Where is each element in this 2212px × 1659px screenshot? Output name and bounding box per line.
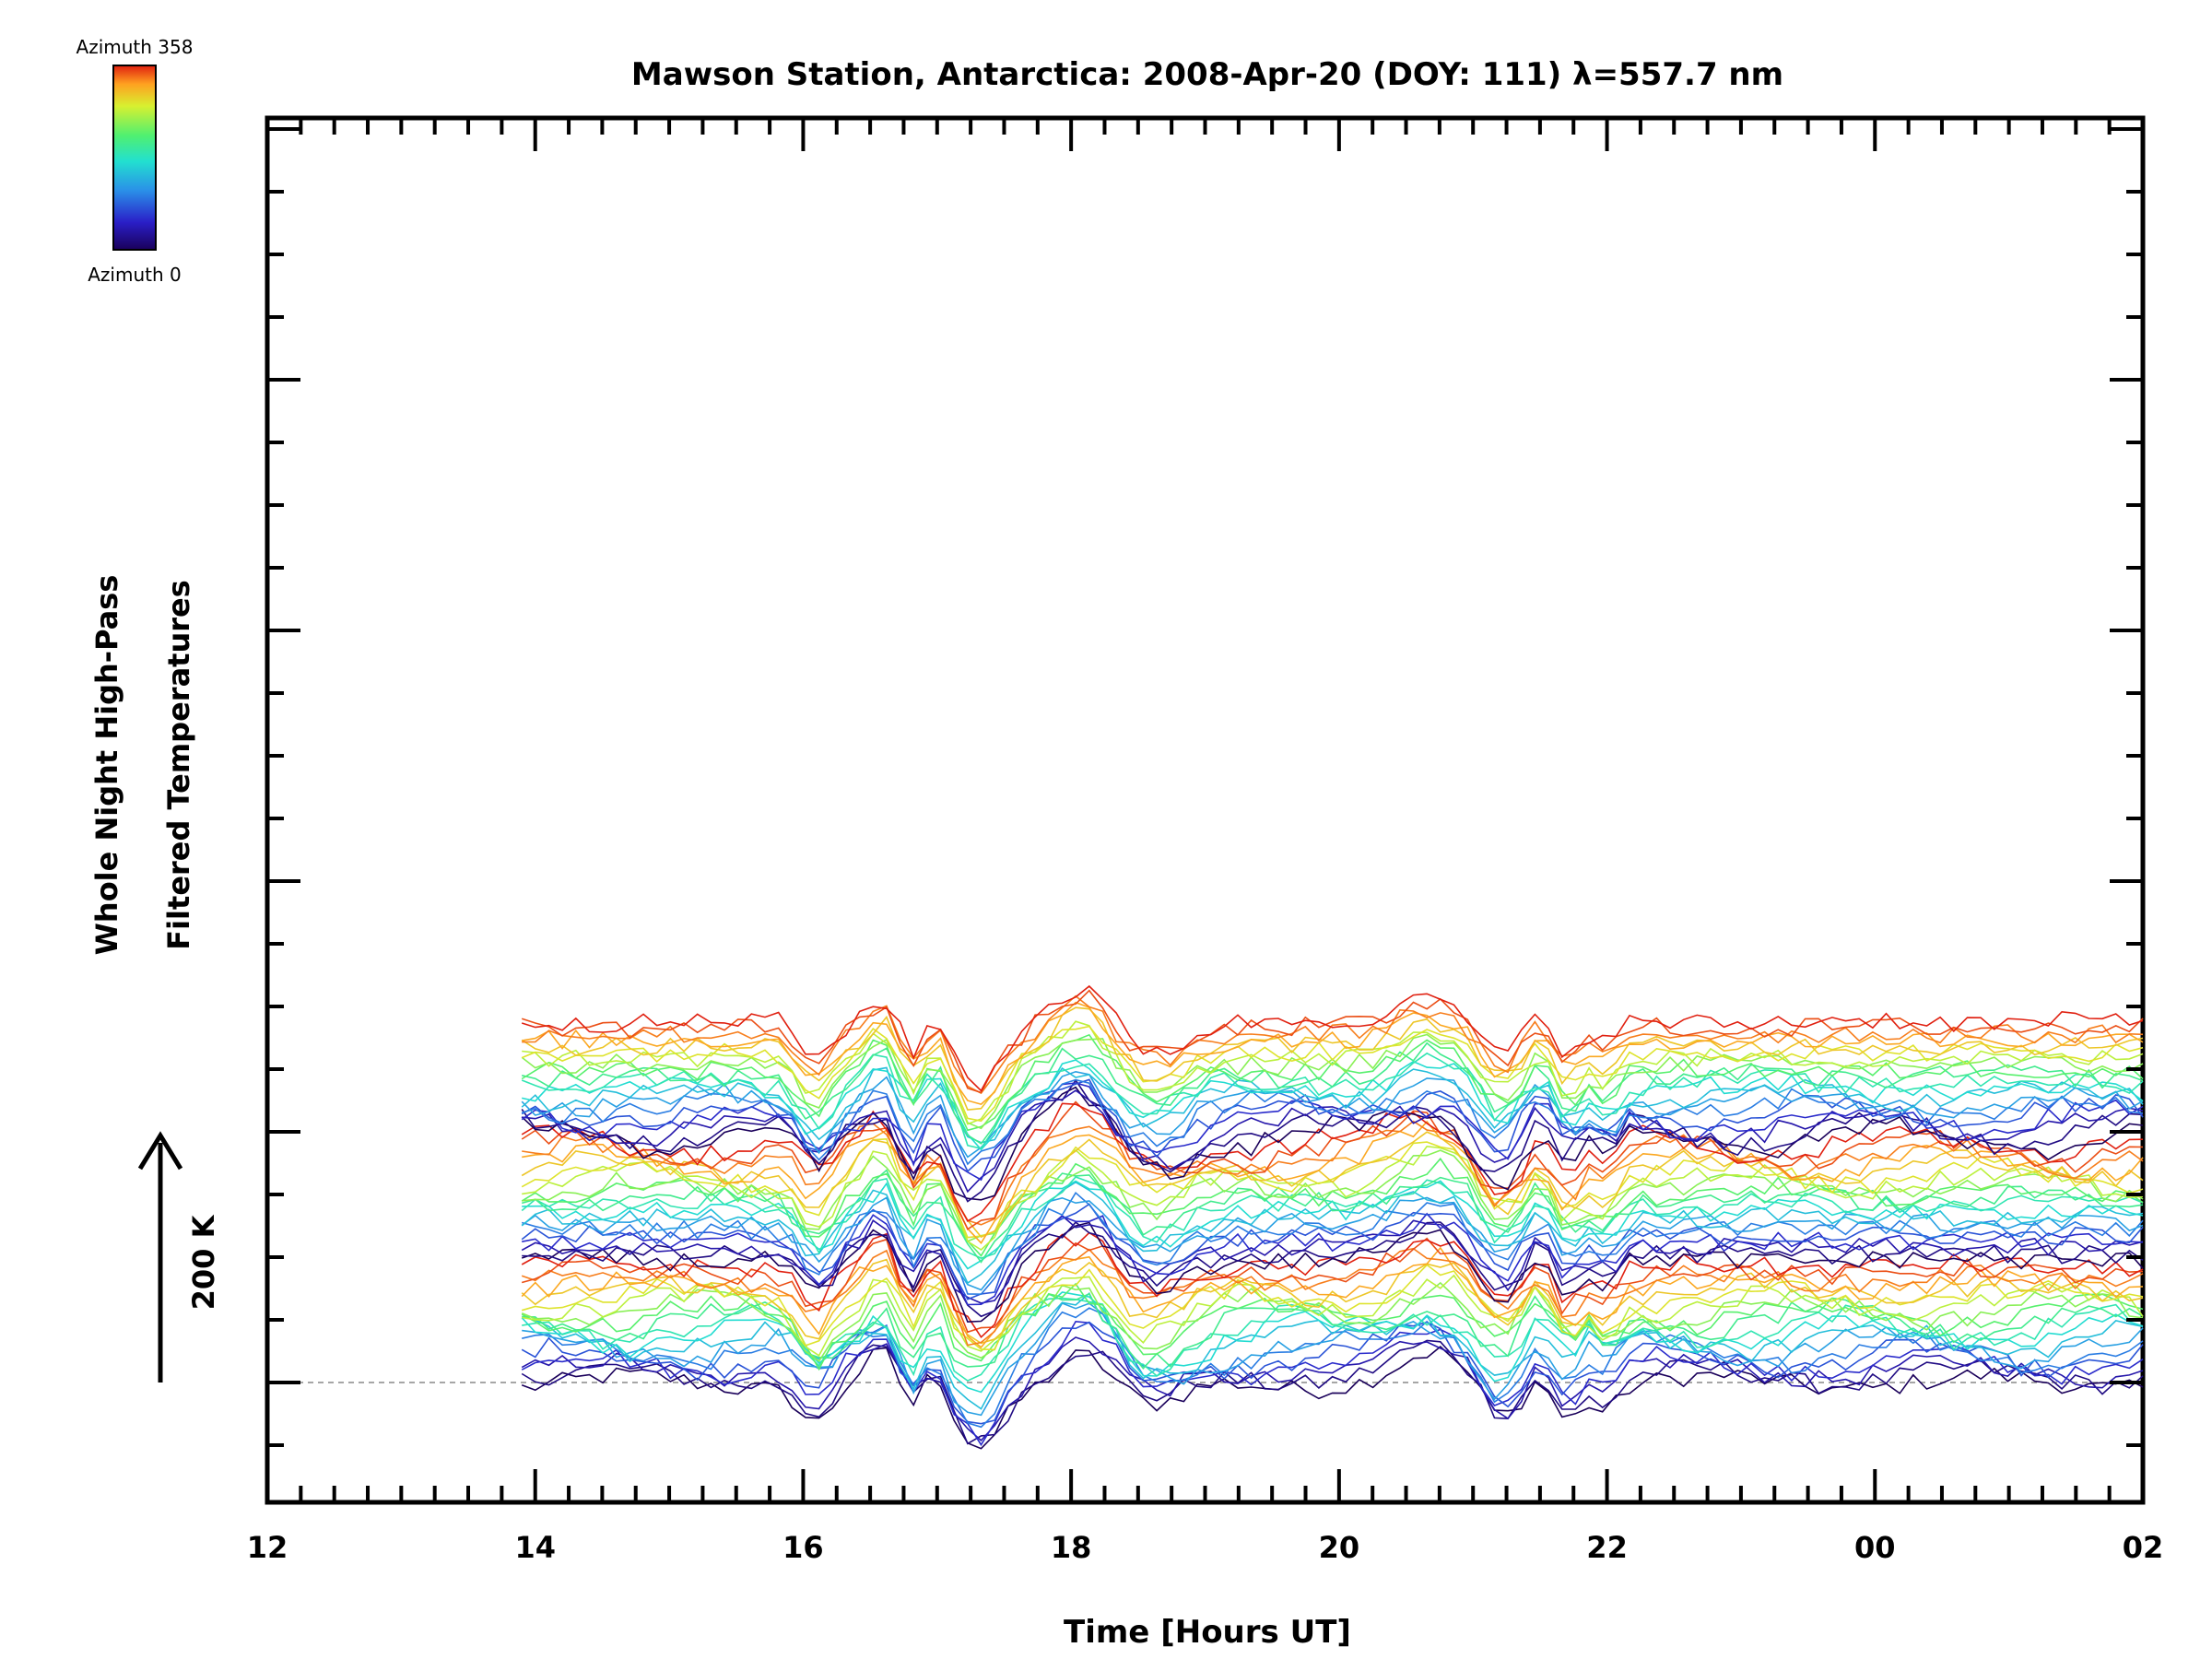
series-line: [521, 1157, 2144, 1257]
x-tick-labels: 12 14 16 18 20 22 00 02: [247, 1530, 2164, 1565]
x-tick-label: 18: [1051, 1530, 1092, 1565]
series-line: [521, 1346, 2144, 1450]
series-line: [521, 1246, 2144, 1349]
series-line: [521, 1102, 2144, 1223]
y-axis-label-line-2: Filtered Temperatures: [161, 580, 196, 950]
series-line: [521, 1247, 2144, 1347]
series-line: [521, 1025, 2144, 1123]
colorbar-top-label: Azimuth 358: [76, 36, 194, 58]
series-line: [521, 1292, 2144, 1410]
series-line: [522, 1120, 2144, 1245]
x-tick-label: 16: [782, 1530, 824, 1565]
series-line: [522, 1120, 2144, 1226]
series-line: [521, 1066, 2144, 1144]
series-line: [521, 1131, 2144, 1239]
series-line: [521, 1203, 2144, 1300]
series-line: [521, 1321, 2144, 1425]
series-line: [521, 1258, 2144, 1345]
series-line: [522, 1149, 2144, 1242]
series-line: [521, 1221, 2144, 1324]
colorbar-bottom-label: Azimuth 0: [88, 264, 182, 286]
series-line: [521, 1033, 2144, 1132]
series-line: [521, 1191, 2144, 1296]
tick-group: [265, 118, 2145, 1502]
x-tick-label: 00: [1854, 1530, 1896, 1565]
series-line: [521, 1264, 2144, 1351]
series-line: [521, 1082, 2144, 1182]
series-line: [521, 1237, 2144, 1334]
series-line: [522, 1001, 2144, 1105]
series-line: [521, 1215, 2144, 1304]
series-group: [521, 984, 2144, 1450]
series-line: [521, 1181, 2144, 1285]
x-tick-label: 12: [247, 1530, 288, 1565]
x-tick-label: 22: [1586, 1530, 1628, 1565]
series-line: [521, 1336, 2144, 1442]
series-line: [522, 1020, 2144, 1125]
series-line: [521, 1169, 2144, 1264]
series-line: [522, 1292, 2144, 1370]
chart-title: Mawson Station, Antarctica: 2008-Apr-20 …: [631, 56, 1783, 93]
series-line: [521, 1137, 2144, 1239]
scale-arrow: [137, 1131, 183, 1382]
colorbar: [112, 65, 157, 251]
x-tick-label: 02: [2123, 1530, 2164, 1565]
series-line: [521, 984, 2144, 1092]
series-line: [521, 1281, 2144, 1362]
y-axis-label: Whole Night High-Pass Filtered Temperatu…: [89, 575, 196, 956]
series-line: [522, 1041, 2144, 1145]
y-axis-label-line-1: Whole Night High-Pass: [89, 575, 124, 956]
series-line: [521, 1100, 2144, 1230]
x-tick-label: 14: [514, 1530, 556, 1565]
x-axis-label: Time [Hours UT]: [1064, 1614, 1351, 1651]
series-line: [521, 989, 2144, 1094]
series-line: [522, 1059, 2144, 1151]
series-line: [522, 1302, 2144, 1417]
series-line: [522, 994, 2144, 1095]
scale-label: 200 K: [186, 1214, 221, 1310]
x-tick-label: 20: [1319, 1530, 1360, 1565]
series-line: [522, 1221, 2144, 1318]
series-line: [521, 1339, 2144, 1445]
series-line: [522, 1212, 2144, 1306]
series-line: [522, 1274, 2144, 1357]
series-line: [521, 1078, 2144, 1166]
